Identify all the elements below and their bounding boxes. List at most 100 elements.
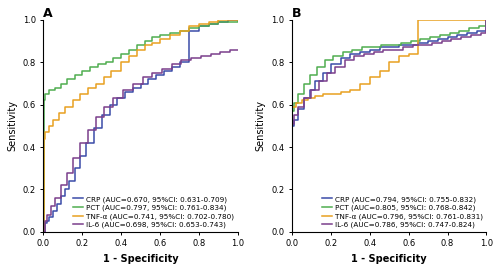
PCT (AUC=0.805, 95%CI: 0.768-0.842): (0.001, 0.57): 0.768-0.842): (0.001, 0.57) <box>289 109 295 113</box>
TNF-α (AUC=0.796, 95%CI: 0.761-0.831): (0.6, 0.83): 0.761-0.831): (0.6, 0.83) <box>406 54 411 58</box>
PCT (AUC=0.797, 95%CI: 0.761-0.834): (0.2, 0.74): 0.761-0.834): (0.2, 0.74) <box>80 73 86 77</box>
IL-6 (AUC=0.786, 95%CI: 0.747-0.824): (0.52, 0.86): 0.747-0.824): (0.52, 0.86) <box>390 48 396 51</box>
TNF-α (AUC=0.796, 95%CI: 0.761-0.831): (0.12, 0.63): 0.761-0.831): (0.12, 0.63) <box>312 97 318 100</box>
TNF-α (AUC=0.796, 95%CI: 0.761-0.831): (0.2, 0.65): 0.761-0.831): (0.2, 0.65) <box>328 92 334 96</box>
TNF-α (AUC=0.796, 95%CI: 0.761-0.831): (0.9, 1): 0.761-0.831): (0.9, 1) <box>464 18 470 22</box>
IL-6 (AUC=0.786, 95%CI: 0.747-0.824): (0.1, 0.63): 0.747-0.824): (0.1, 0.63) <box>308 97 314 100</box>
PCT (AUC=0.797, 95%CI: 0.761-0.834): (0.56, 0.9): 0.761-0.834): (0.56, 0.9) <box>150 40 156 43</box>
IL-6 (AUC=0.786, 95%CI: 0.747-0.824): (0.42, 0.84): 0.747-0.824): (0.42, 0.84) <box>370 52 376 56</box>
IL-6 (AUC=0.786, 95%CI: 0.747-0.824): (0.62, 0.88): 0.747-0.824): (0.62, 0.88) <box>410 44 416 47</box>
CRP (AUC=0.794, 95%CI: 0.755-0.832): (0.25, 0.79): 0.755-0.832): (0.25, 0.79) <box>338 63 344 66</box>
TNF-α (AUC=0.796, 95%CI: 0.761-0.831): (0.3, 0.67): 0.761-0.831): (0.3, 0.67) <box>348 88 354 92</box>
TNF-α (AUC=0.796, 95%CI: 0.761-0.831): (0.75, 1): 0.761-0.831): (0.75, 1) <box>435 18 441 22</box>
CRP (AUC=0.794, 95%CI: 0.755-0.832): (0.8, 0.91): 0.755-0.832): (0.8, 0.91) <box>444 37 450 41</box>
PCT (AUC=0.797, 95%CI: 0.761-0.834): (1, 1): 0.761-0.834): (1, 1) <box>235 18 241 22</box>
TNF-α (AUC=0.796, 95%CI: 0.761-0.831): (0.001, 0.59): 0.761-0.831): (0.001, 0.59) <box>289 105 295 108</box>
Line: TNF-α (AUC=0.741, 95%CI: 0.702-0.780): TNF-α (AUC=0.741, 95%CI: 0.702-0.780) <box>44 20 238 232</box>
PCT (AUC=0.805, 95%CI: 0.768-0.842): (0.13, 0.78): 0.768-0.842): (0.13, 0.78) <box>314 65 320 68</box>
CRP (AUC=0.794, 95%CI: 0.755-0.832): (0.09, 0.67): 0.755-0.832): (0.09, 0.67) <box>306 88 312 92</box>
PCT (AUC=0.805, 95%CI: 0.768-0.842): (0.09, 0.7): 0.768-0.842): (0.09, 0.7) <box>306 82 312 85</box>
PCT (AUC=0.805, 95%CI: 0.768-0.842): (0.81, 0.94): 0.768-0.842): (0.81, 0.94) <box>446 31 452 34</box>
IL-6 (AUC=0.786, 95%CI: 0.747-0.824): (0.01, 0.51): 0.747-0.824): (0.01, 0.51) <box>291 122 297 125</box>
CRP (AUC=0.794, 95%CI: 0.755-0.832): (0.65, 0.88): 0.755-0.832): (0.65, 0.88) <box>416 44 422 47</box>
CRP (AUC=0.670, 95%CI: 0.631-0.709): (1, 1): 0.631-0.709): (1, 1) <box>235 18 241 22</box>
IL-6 (AUC=0.698, 95%CI: 0.653-0.743): (0.19, 0.35): 0.653-0.743): (0.19, 0.35) <box>78 156 84 159</box>
PCT (AUC=0.805, 95%CI: 0.768-0.842): (0.66, 0.9): 0.768-0.842): (0.66, 0.9) <box>418 40 424 43</box>
PCT (AUC=0.805, 95%CI: 0.768-0.842): (0.26, 0.83): 0.768-0.842): (0.26, 0.83) <box>340 54 345 58</box>
CRP (AUC=0.794, 95%CI: 0.755-0.832): (0.35, 0.84): 0.755-0.832): (0.35, 0.84) <box>357 52 363 56</box>
CRP (AUC=0.670, 95%CI: 0.631-0.709): (0.95, 1): 0.631-0.709): (0.95, 1) <box>225 18 231 22</box>
IL-6 (AUC=0.698, 95%CI: 0.653-0.743): (0, 0): 0.653-0.743): (0, 0) <box>40 230 46 234</box>
CRP (AUC=0.794, 95%CI: 0.755-0.832): (0.55, 0.88): 0.755-0.832): (0.55, 0.88) <box>396 44 402 47</box>
CRP (AUC=0.794, 95%CI: 0.755-0.832): (0.2, 0.75): 0.755-0.832): (0.2, 0.75) <box>328 71 334 75</box>
TNF-α (AUC=0.741, 95%CI: 0.702-0.780): (0.19, 0.62): 0.702-0.780): (0.19, 0.62) <box>78 99 84 102</box>
IL-6 (AUC=0.786, 95%CI: 0.747-0.824): (0.03, 0.59): 0.747-0.824): (0.03, 0.59) <box>295 105 301 108</box>
TNF-α (AUC=0.741, 95%CI: 0.702-0.780): (0.56, 0.88): 0.702-0.780): (0.56, 0.88) <box>150 44 156 47</box>
TNF-α (AUC=0.796, 95%CI: 0.761-0.831): (0.35, 0.67): 0.761-0.831): (0.35, 0.67) <box>357 88 363 92</box>
PCT (AUC=0.805, 95%CI: 0.768-0.842): (0.86, 0.94): 0.768-0.842): (0.86, 0.94) <box>456 31 462 34</box>
TNF-α (AUC=0.741, 95%CI: 0.702-0.780): (0.6, 0.91): 0.702-0.780): (0.6, 0.91) <box>157 37 163 41</box>
CRP (AUC=0.670, 95%CI: 0.631-0.709): (0.07, 0.1): 0.631-0.709): (0.07, 0.1) <box>54 209 60 212</box>
TNF-α (AUC=0.741, 95%CI: 0.702-0.780): (0.11, 0.56): 0.702-0.780): (0.11, 0.56) <box>62 112 68 115</box>
PCT (AUC=0.805, 95%CI: 0.768-0.842): (0.26, 0.85): 0.768-0.842): (0.26, 0.85) <box>340 50 345 53</box>
TNF-α (AUC=0.796, 95%CI: 0.761-0.831): (0.05, 0.61): 0.761-0.831): (0.05, 0.61) <box>298 101 304 104</box>
TNF-α (AUC=0.796, 95%CI: 0.761-0.831): (0.65, 1): 0.761-0.831): (0.65, 1) <box>416 18 422 22</box>
IL-6 (AUC=0.698, 95%CI: 0.653-0.743): (1, 0.86): 0.653-0.743): (1, 0.86) <box>235 48 241 51</box>
CRP (AUC=0.794, 95%CI: 0.755-0.832): (1, 0.95): 0.755-0.832): (1, 0.95) <box>484 29 490 32</box>
IL-6 (AUC=0.786, 95%CI: 0.747-0.824): (0.82, 0.9): 0.747-0.824): (0.82, 0.9) <box>448 40 454 43</box>
IL-6 (AUC=0.786, 95%CI: 0.747-0.824): (0.27, 0.78): 0.747-0.824): (0.27, 0.78) <box>342 65 347 68</box>
Y-axis label: Sensitivity: Sensitivity <box>256 100 266 151</box>
TNF-α (AUC=0.796, 95%CI: 0.761-0.831): (0.3, 0.66): 0.761-0.831): (0.3, 0.66) <box>348 90 354 93</box>
CRP (AUC=0.670, 95%CI: 0.631-0.709): (0.03, 0.07): 0.631-0.709): (0.03, 0.07) <box>46 215 52 219</box>
TNF-α (AUC=0.796, 95%CI: 0.761-0.831): (0.02, 0.59): 0.761-0.831): (0.02, 0.59) <box>293 105 299 108</box>
TNF-α (AUC=0.796, 95%CI: 0.761-0.831): (0.95, 1): 0.761-0.831): (0.95, 1) <box>474 18 480 22</box>
CRP (AUC=0.670, 95%CI: 0.631-0.709): (0.13, 0.2): 0.631-0.709): (0.13, 0.2) <box>66 188 71 191</box>
CRP (AUC=0.794, 95%CI: 0.755-0.832): (0.12, 0.67): 0.755-0.832): (0.12, 0.67) <box>312 88 318 92</box>
PCT (AUC=0.805, 95%CI: 0.768-0.842): (0.001, 0): 0.768-0.842): (0.001, 0) <box>289 230 295 234</box>
TNF-α (AUC=0.796, 95%CI: 0.761-0.831): (1, 1): 0.761-0.831): (1, 1) <box>484 18 490 22</box>
IL-6 (AUC=0.786, 95%CI: 0.747-0.824): (0.87, 0.92): 0.747-0.824): (0.87, 0.92) <box>458 35 464 38</box>
TNF-α (AUC=0.796, 95%CI: 0.761-0.831): (0.8, 1): 0.761-0.831): (0.8, 1) <box>444 18 450 22</box>
CRP (AUC=0.794, 95%CI: 0.755-0.832): (0.06, 0.63): 0.755-0.832): (0.06, 0.63) <box>300 97 306 100</box>
TNF-α (AUC=0.796, 95%CI: 0.761-0.831): (0.25, 0.65): 0.761-0.831): (0.25, 0.65) <box>338 92 344 96</box>
TNF-α (AUC=0.796, 95%CI: 0.761-0.831): (0.2, 0.65): 0.761-0.831): (0.2, 0.65) <box>328 92 334 96</box>
CRP (AUC=0.794, 95%CI: 0.755-0.832): (0.001, 0): 0.755-0.832): (0.001, 0) <box>289 230 295 234</box>
CRP (AUC=0.794, 95%CI: 0.755-0.832): (0.5, 0.87): 0.755-0.832): (0.5, 0.87) <box>386 46 392 49</box>
IL-6 (AUC=0.786, 95%CI: 0.747-0.824): (0.77, 0.9): 0.747-0.824): (0.77, 0.9) <box>439 40 445 43</box>
PCT (AUC=0.797, 95%CI: 0.761-0.834): (0.6, 0.93): 0.761-0.834): (0.6, 0.93) <box>157 33 163 36</box>
PCT (AUC=0.805, 95%CI: 0.768-0.842): (0.13, 0.74): 0.768-0.842): (0.13, 0.74) <box>314 73 320 77</box>
IL-6 (AUC=0.698, 95%CI: 0.653-0.743): (0.19, 0.42): 0.653-0.743): (0.19, 0.42) <box>78 141 84 144</box>
IL-6 (AUC=0.786, 95%CI: 0.747-0.824): (0, 0): 0.747-0.824): (0, 0) <box>289 230 295 234</box>
CRP (AUC=0.794, 95%CI: 0.755-0.832): (0.03, 0.58): 0.755-0.832): (0.03, 0.58) <box>295 107 301 111</box>
IL-6 (AUC=0.786, 95%CI: 0.747-0.824): (0.37, 0.84): 0.747-0.824): (0.37, 0.84) <box>361 52 367 56</box>
IL-6 (AUC=0.698, 95%CI: 0.653-0.743): (0.96, 0.86): 0.653-0.743): (0.96, 0.86) <box>227 48 233 51</box>
PCT (AUC=0.805, 95%CI: 0.768-0.842): (0.76, 0.93): 0.768-0.842): (0.76, 0.93) <box>437 33 443 36</box>
CRP (AUC=0.794, 95%CI: 0.755-0.832): (0.9, 0.94): 0.755-0.832): (0.9, 0.94) <box>464 31 470 34</box>
IL-6 (AUC=0.786, 95%CI: 0.747-0.824): (0.001, 0): 0.747-0.824): (0.001, 0) <box>289 230 295 234</box>
IL-6 (AUC=0.786, 95%CI: 0.747-0.824): (0.1, 0.67): 0.747-0.824): (0.1, 0.67) <box>308 88 314 92</box>
IL-6 (AUC=0.786, 95%CI: 0.747-0.824): (0.62, 0.87): 0.747-0.824): (0.62, 0.87) <box>410 46 416 49</box>
Text: B: B <box>292 7 302 20</box>
PCT (AUC=0.805, 95%CI: 0.768-0.842): (0.46, 0.87): 0.768-0.842): (0.46, 0.87) <box>378 46 384 49</box>
TNF-α (AUC=0.796, 95%CI: 0.761-0.831): (0.16, 0.64): 0.761-0.831): (0.16, 0.64) <box>320 95 326 98</box>
IL-6 (AUC=0.786, 95%CI: 0.747-0.824): (0.47, 0.85): 0.747-0.824): (0.47, 0.85) <box>380 50 386 53</box>
TNF-α (AUC=0.741, 95%CI: 0.702-0.780): (1, 1): 0.702-0.780): (1, 1) <box>235 18 241 22</box>
PCT (AUC=0.805, 95%CI: 0.768-0.842): (0.51, 0.88): 0.768-0.842): (0.51, 0.88) <box>388 44 394 47</box>
PCT (AUC=0.805, 95%CI: 0.768-0.842): (0.96, 0.97): 0.768-0.842): (0.96, 0.97) <box>476 25 482 28</box>
PCT (AUC=0.805, 95%CI: 0.768-0.842): (0.31, 0.85): 0.768-0.842): (0.31, 0.85) <box>350 50 356 53</box>
TNF-α (AUC=0.796, 95%CI: 0.761-0.831): (0.7, 1): 0.761-0.831): (0.7, 1) <box>425 18 431 22</box>
TNF-α (AUC=0.741, 95%CI: 0.702-0.780): (0.19, 0.65): 0.702-0.780): (0.19, 0.65) <box>78 92 84 96</box>
PCT (AUC=0.805, 95%CI: 0.768-0.842): (1, 1): 0.768-0.842): (1, 1) <box>484 18 490 22</box>
PCT (AUC=0.805, 95%CI: 0.768-0.842): (0.21, 0.83): 0.768-0.842): (0.21, 0.83) <box>330 54 336 58</box>
PCT (AUC=0.805, 95%CI: 0.768-0.842): (0.41, 0.87): 0.768-0.842): (0.41, 0.87) <box>368 46 374 49</box>
TNF-α (AUC=0.796, 95%CI: 0.761-0.831): (0.45, 0.76): 0.761-0.831): (0.45, 0.76) <box>376 69 382 72</box>
Legend: CRP (AUC=0.670, 95%CI: 0.631-0.709), PCT (AUC=0.797, 95%CI: 0.761-0.834), TNF-α : CRP (AUC=0.670, 95%CI: 0.631-0.709), PCT… <box>72 194 235 230</box>
CRP (AUC=0.794, 95%CI: 0.755-0.832): (0.75, 0.9): 0.755-0.832): (0.75, 0.9) <box>435 40 441 43</box>
IL-6 (AUC=0.786, 95%CI: 0.747-0.824): (0.22, 0.75): 0.747-0.824): (0.22, 0.75) <box>332 71 338 75</box>
PCT (AUC=0.805, 95%CI: 0.768-0.842): (0.17, 0.78): 0.768-0.842): (0.17, 0.78) <box>322 65 328 68</box>
IL-6 (AUC=0.786, 95%CI: 0.747-0.824): (0.42, 0.85): 0.747-0.824): (0.42, 0.85) <box>370 50 376 53</box>
CRP (AUC=0.794, 95%CI: 0.755-0.832): (0.75, 0.91): 0.755-0.832): (0.75, 0.91) <box>435 37 441 41</box>
TNF-α (AUC=0.796, 95%CI: 0.761-0.831): (0.7, 1): 0.761-0.831): (0.7, 1) <box>425 18 431 22</box>
Legend: CRP (AUC=0.794, 95%CI: 0.755-0.832), PCT (AUC=0.805, 95%CI: 0.768-0.842), TNF-α : CRP (AUC=0.794, 95%CI: 0.755-0.832), PCT… <box>320 194 484 230</box>
TNF-α (AUC=0.741, 95%CI: 0.702-0.780): (1, 1): 0.702-0.780): (1, 1) <box>235 18 241 22</box>
